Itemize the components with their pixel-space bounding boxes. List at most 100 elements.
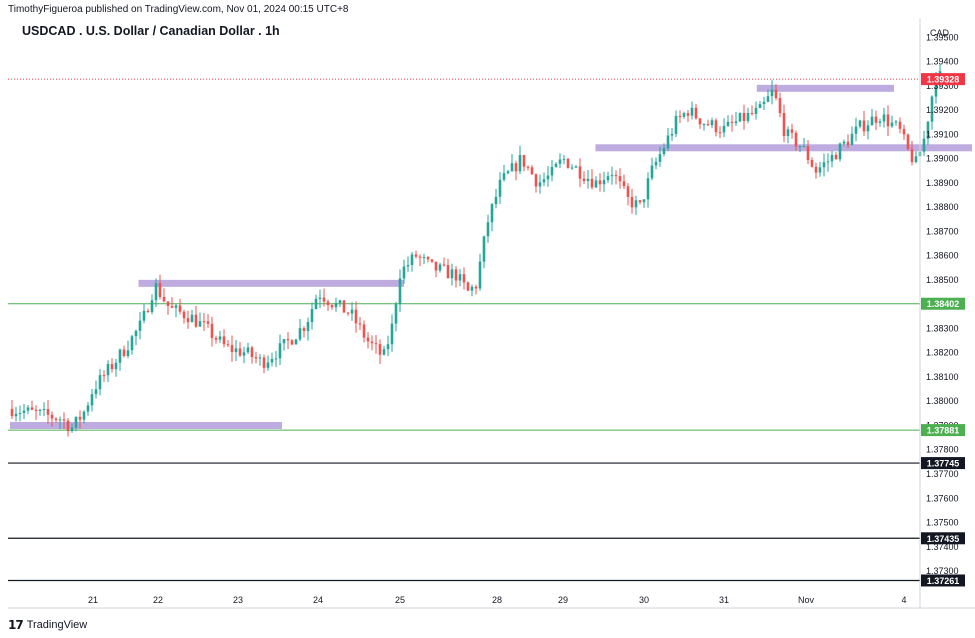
candle-body [718,132,722,134]
candle-body [274,358,278,360]
candle-body [150,300,154,313]
candle-body [846,141,850,146]
x-tick-label: 24 [313,595,323,605]
candle-body [298,328,302,340]
zone-band [10,421,282,429]
candle-body [354,309,358,324]
candle-body [418,256,422,258]
current-price-label: 1.39328 [927,75,960,85]
candle-body [862,120,866,132]
candle-body [898,121,902,129]
candle-body [810,160,814,167]
candle-body [186,318,190,323]
candle-body [806,146,810,161]
candle-body [894,121,898,123]
candle-body [390,323,394,345]
candle-body [890,122,894,127]
candle-body [482,236,486,262]
y-tick-label: 1.39500 [926,32,959,42]
candle-body [602,180,606,185]
candle-body [78,416,82,420]
candle-body [358,323,362,325]
candle-body [442,264,446,266]
candle-body [438,264,442,271]
candle-body [586,178,590,182]
candle-body [406,265,410,267]
candle-body [230,345,234,353]
candle-body [734,121,738,124]
candle-body [310,308,314,323]
candle-body [350,309,354,314]
candle-body [314,298,318,309]
candle-body [886,114,890,127]
candle-body [90,394,94,406]
candle-body [398,278,402,305]
price-level-label: 1.37261 [927,576,960,586]
candle-body [618,176,622,182]
x-tick-label: 22 [153,595,163,605]
candle-body [50,414,54,419]
candle-body [246,347,250,353]
candle-body [290,340,294,345]
candle-body [226,344,230,346]
y-tick-label: 1.38600 [926,251,959,261]
candle-body [758,104,762,108]
candle-body [454,269,458,281]
candle-body [14,413,18,417]
candle-body [346,312,350,314]
candle-body [26,407,30,411]
candle-body [118,349,122,363]
candle-body [790,129,794,133]
candle-body [754,107,758,114]
candle-body [130,336,134,351]
candle-body [458,274,462,281]
candle-body [134,330,138,337]
candle-body [638,200,642,203]
y-tick-label: 1.38300 [926,323,959,333]
x-tick-label: Nov [798,595,815,605]
candle-body [430,259,434,262]
candle-body [922,138,926,152]
candle-body [662,148,666,155]
candle-body [654,161,658,166]
chart-title: USDCAD . U.S. Dollar / Canadian Dollar .… [22,24,280,38]
candle-body [278,343,282,359]
candle-body [62,419,66,421]
candle-body [510,163,514,172]
candle-body [854,126,858,134]
candle-body [474,286,478,289]
candles [10,64,942,437]
candle-body [362,324,366,338]
candle-body [910,149,914,163]
candle-body [634,200,638,208]
candle-body [98,375,102,390]
y-tick-label: 1.39000 [926,154,959,164]
candle-body [770,89,774,97]
candle-body [142,310,146,321]
candle-body [730,121,734,124]
candle-body [422,257,426,259]
candle-body [18,412,22,414]
candle-body [826,161,830,163]
candle-body [650,165,654,179]
tradingview-logo-icon: 17 [8,618,24,632]
candle-body [250,347,254,358]
candle-body [678,115,682,117]
candle-body [238,348,242,356]
candle-body [198,321,202,327]
candle-body [514,163,518,172]
candle-body [414,254,418,257]
candle-body [786,129,790,137]
candle-body [570,167,574,169]
candle-body [798,146,802,148]
candle-body [402,266,406,279]
footer-brand[interactable]: 17 TradingView [8,618,87,632]
y-tick-label: 1.38500 [926,275,959,285]
candle-body [502,173,506,180]
price-level-tag [921,457,965,470]
candle-body [446,264,450,279]
x-tick-label: 25 [395,595,405,605]
y-tick-label: 1.38700 [926,226,959,236]
candle-body [330,304,334,308]
